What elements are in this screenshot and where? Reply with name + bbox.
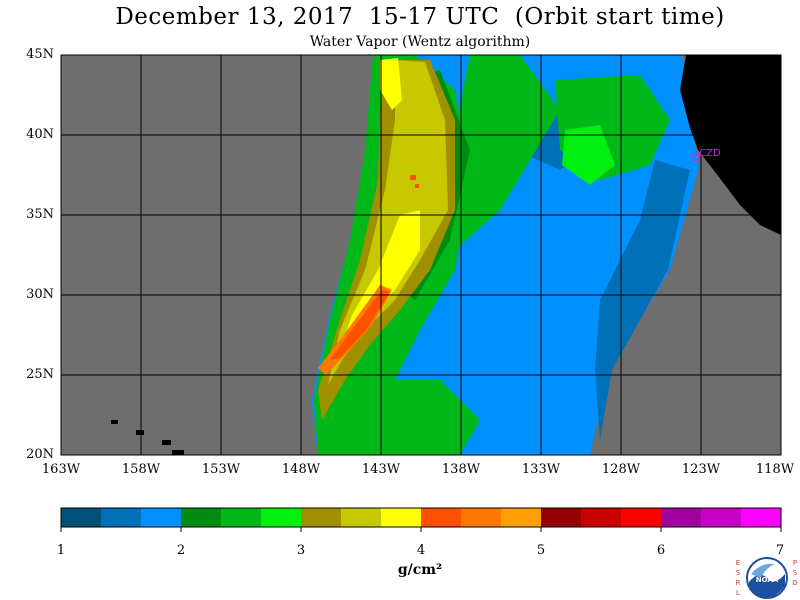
swath-bright-green — [562, 125, 615, 185]
latitude-label: 30N — [26, 287, 54, 302]
swath-orange-spot-2 — [415, 184, 419, 188]
colorbar-tick-label: 5 — [536, 543, 546, 558]
colorbar-swatch — [141, 508, 182, 527]
swath-khaki — [328, 60, 448, 385]
colorbar-swatch — [541, 508, 582, 527]
map-subtitle: Water Vapor (Wentz algorithm) — [309, 34, 531, 50]
logo-letter: R — [735, 579, 741, 587]
station-label: CZD — [699, 148, 721, 159]
colorbar-swatch — [381, 508, 422, 527]
plot-frame — [60, 54, 782, 456]
logo-letter: E — [735, 559, 741, 567]
latitude-label: 25N — [26, 367, 54, 382]
longitude-label: 158W — [121, 462, 161, 477]
colorbar-tick-label: 6 — [656, 543, 666, 558]
colorbar-tick-label: 7 — [775, 543, 785, 558]
swath-green-south — [380, 380, 480, 455]
noaa-emblem-icon: NOAA — [746, 557, 788, 599]
colorbar-tick-label: 1 — [56, 543, 66, 558]
island-oahu — [136, 430, 144, 435]
station-marker — [692, 153, 700, 161]
logo-letter: S — [792, 569, 798, 577]
colorbar-tick-label: 2 — [176, 543, 186, 558]
longitude-label: 148W — [281, 462, 321, 477]
island-hawaii — [172, 450, 184, 455]
longitude-label: 128W — [601, 462, 641, 477]
colorbar-swatch — [341, 508, 382, 527]
longitude-label: 133W — [521, 462, 561, 477]
colorbar-swatch — [501, 508, 542, 527]
logo-letter: S — [735, 569, 741, 577]
logo-letter: D — [792, 579, 798, 587]
colorbar-tick-label: 4 — [416, 543, 426, 558]
colorbar-units: g/cm² — [397, 562, 443, 578]
colorbar-swatch — [61, 508, 102, 527]
noaa-logo-text: NOAA — [756, 576, 779, 584]
colorbar-swatch — [261, 508, 302, 527]
longitude-label: 123W — [681, 462, 721, 477]
latitude-label: 45N — [26, 47, 54, 62]
colorbar-swatch — [221, 508, 262, 527]
latitude-label: 35N — [26, 207, 54, 222]
colorbar-swatch — [301, 508, 342, 527]
grid-lines — [61, 55, 781, 455]
colorbar-tick-label: 3 — [296, 543, 306, 558]
colorbar-swatch — [621, 508, 662, 527]
island-kauai — [111, 420, 118, 424]
land-california — [680, 55, 781, 235]
colorbar-swatch — [421, 508, 462, 527]
colorbar-swatch — [181, 508, 222, 527]
colorbar-swatch — [661, 508, 702, 527]
colorbar-swatch — [581, 508, 622, 527]
colorbar-swatch — [741, 508, 782, 527]
swath-green-north — [440, 55, 560, 250]
swath-red-orange — [330, 290, 390, 360]
island-maui — [162, 440, 171, 445]
latitude-label: 20N — [26, 447, 54, 462]
map-title: December 13, 2017 15-17 UTC (Orbit start… — [115, 4, 725, 30]
colorbar-swatch — [701, 508, 742, 527]
swath-yellow-north — [380, 58, 402, 110]
logo-letter: P — [792, 559, 798, 567]
longitude-label: 138W — [441, 462, 481, 477]
longitude-label: 153W — [201, 462, 241, 477]
latitude-label: 40N — [26, 127, 54, 142]
colorbar — [60, 507, 782, 532]
swath-dark-blue — [595, 160, 690, 440]
longitude-label: 118W — [755, 462, 795, 477]
longitude-label: 143W — [361, 462, 401, 477]
swath-orange-spot — [410, 175, 416, 180]
longitude-label: 163W — [41, 462, 81, 477]
colorbar-swatch — [461, 508, 502, 527]
logo-letter: L — [736, 589, 740, 597]
colorbar-swatch — [101, 508, 142, 527]
